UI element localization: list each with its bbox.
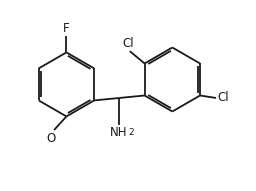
Text: 2: 2 xyxy=(128,128,134,137)
Text: NH: NH xyxy=(109,126,127,139)
Text: Cl: Cl xyxy=(217,91,229,104)
Text: Cl: Cl xyxy=(123,37,134,50)
Text: F: F xyxy=(63,22,70,35)
Text: O: O xyxy=(47,132,56,145)
